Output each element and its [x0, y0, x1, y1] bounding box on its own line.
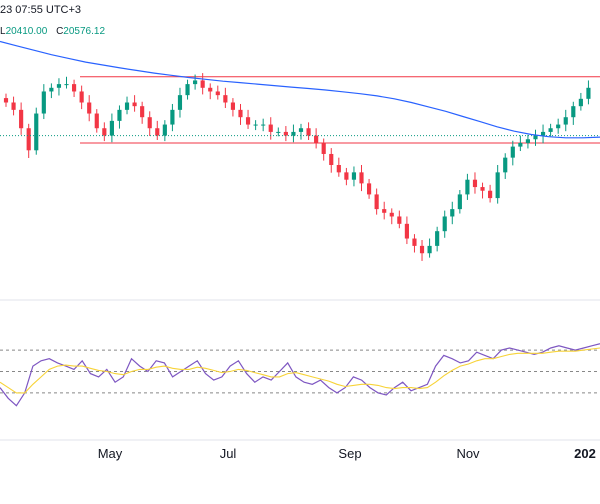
candle-body: [397, 216, 402, 224]
candle-body: [291, 131, 296, 136]
candle-body: [314, 135, 319, 143]
rsi-line: [0, 343, 600, 407]
candle-body: [200, 80, 205, 88]
candle-body: [404, 223, 409, 239]
candle-body: [87, 102, 92, 114]
ohlc-readout: L20410.00 C20576.12: [0, 26, 111, 37]
close-value: 20576.12: [63, 26, 106, 37]
candle-body: [510, 146, 515, 158]
candle-body: [450, 209, 455, 217]
candle-body: [41, 91, 46, 114]
candle-body: [389, 212, 394, 217]
candle-body: [586, 87, 591, 99]
candle-body: [457, 194, 462, 210]
candle-body: [533, 135, 538, 140]
candle-body: [412, 238, 417, 246]
candle-body: [359, 172, 364, 184]
candle-body: [170, 109, 175, 125]
candle-body: [109, 120, 114, 136]
candle-body: [117, 109, 122, 121]
candle-body: [56, 84, 62, 88]
timestamp-text: 23 07:55 UTC+3: [0, 4, 82, 16]
candle-body: [147, 117, 152, 129]
candle-body: [238, 109, 243, 118]
candle-body: [344, 172, 349, 180]
candle-body: [177, 95, 183, 110]
candle-body: [230, 102, 236, 110]
candle-body: [480, 187, 485, 191]
moving-average-line: [0, 40, 600, 139]
candle-body: [525, 139, 531, 143]
candle-body: [563, 117, 568, 125]
candle-body: [261, 124, 266, 126]
candle-body: [132, 102, 137, 107]
candle-body: [427, 245, 432, 254]
candle-body: [245, 117, 251, 125]
candle-body: [382, 209, 387, 213]
candle-body: [11, 102, 16, 110]
candle-body: [124, 102, 130, 110]
candle-body: [488, 190, 493, 199]
candle-body: [465, 179, 470, 195]
candle-body: [578, 98, 583, 107]
candle-body: [329, 153, 334, 165]
candle-body: [435, 231, 440, 246]
candle-body: [223, 95, 228, 103]
rsi-signal-line: [0, 347, 600, 394]
candle-body: [208, 87, 213, 92]
candle-body: [64, 84, 69, 86]
candle-body: [351, 172, 357, 180]
x-tick-label: Nov: [456, 446, 480, 461]
candle-body: [374, 194, 379, 210]
candle-body: [215, 91, 220, 96]
header-timestamp: 23 07:55 UTC+3: [0, 4, 81, 16]
candle-body: [193, 80, 198, 85]
candle-body: [503, 157, 508, 173]
candle-body: [155, 128, 160, 136]
candle-body: [162, 124, 167, 136]
candle-body: [472, 179, 478, 188]
candle-body: [19, 109, 24, 129]
candle-body: [34, 113, 39, 151]
candle-body: [442, 216, 447, 232]
candle-body: [540, 131, 546, 136]
candle-body: [253, 124, 258, 126]
x-tick-label: Sep: [338, 446, 361, 461]
candle-body: [419, 245, 425, 254]
candle-body: [3, 98, 9, 103]
x-tick-label: May: [98, 446, 123, 461]
candle-body: [548, 128, 553, 132]
low-label: L: [0, 26, 6, 37]
candle-body: [102, 128, 107, 136]
candle-body: [276, 131, 281, 133]
low-value: 20410.00: [5, 26, 48, 37]
candle-body: [140, 106, 145, 118]
x-tick-label: 202: [574, 446, 596, 461]
candle-body: [518, 142, 523, 147]
candle-body: [298, 128, 304, 132]
candle-body: [306, 128, 311, 136]
candle-body: [571, 106, 576, 118]
candle-body: [283, 131, 288, 136]
candle-body: [321, 142, 326, 154]
candle-body: [71, 84, 77, 92]
candle-body: [94, 113, 99, 129]
candle-body: [185, 84, 190, 96]
close-label: C: [56, 26, 64, 37]
candle-body: [79, 91, 84, 103]
candle-body: [556, 124, 561, 129]
candle-body: [26, 128, 31, 151]
candle-body: [49, 87, 54, 92]
candle-body: [495, 172, 500, 199]
candle-body: [336, 165, 341, 173]
x-tick-label: Jul: [220, 446, 237, 461]
candle-body: [268, 124, 273, 132]
candle-body: [366, 183, 372, 195]
